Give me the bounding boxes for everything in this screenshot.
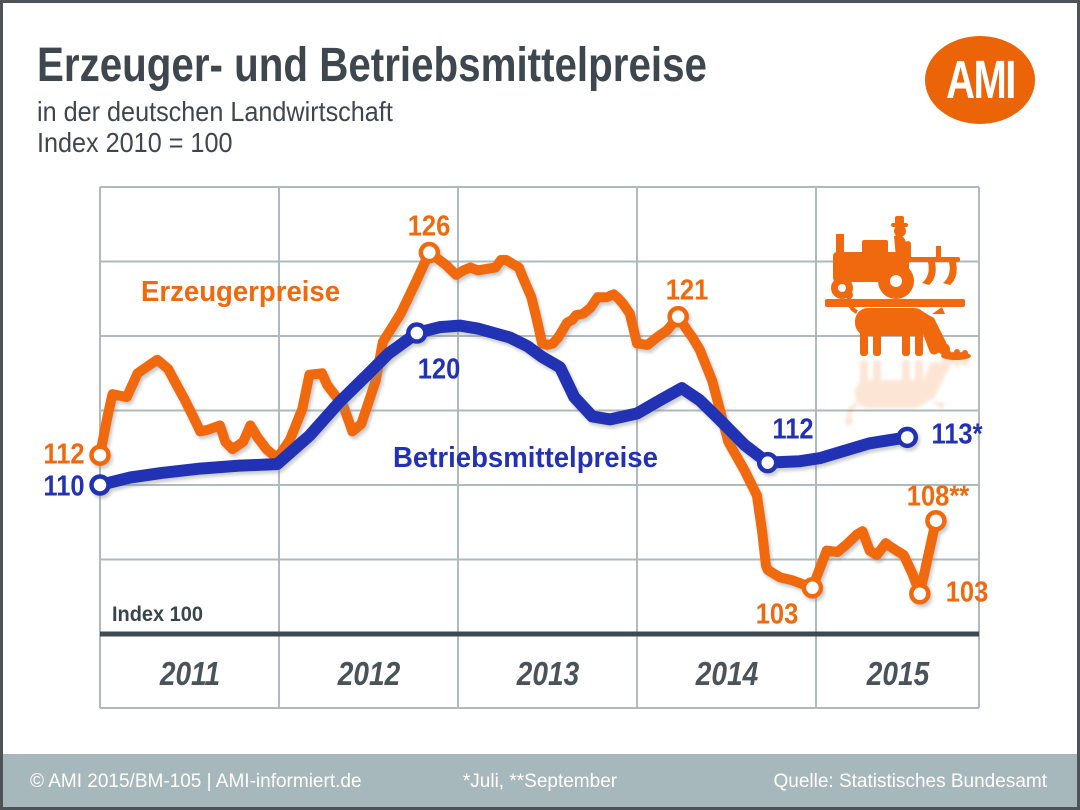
line-erzeugerpreise	[89, 241, 947, 605]
marker-erzeugerpreise-121	[667, 305, 689, 328]
marker-betriebsmittelpreise-120	[406, 322, 428, 344]
marker-erzeugerpreise-103	[909, 583, 931, 605]
farm-icon	[825, 216, 973, 427]
x-tick-2014: 2014	[695, 655, 758, 692]
cow-reflection	[843, 354, 973, 427]
marker-erzeugerpreise-108**	[925, 510, 947, 532]
footer-source: Quelle: Statistisches Bundesamt	[773, 771, 1047, 792]
chart-grid	[99, 186, 980, 709]
footer-bar: © AMI 2015/BM-105 | AMI-informiert.de *J…	[0, 754, 1080, 810]
ground-bar	[825, 299, 965, 307]
page-subtitle-1: in der deutschen Landwirtschaft	[37, 96, 393, 127]
marker-erzeugerpreise-103	[801, 577, 824, 599]
ami-logo: AMI	[925, 36, 1035, 124]
series-label-betriebsmittelpreise: Betriebsmittelpreise	[393, 442, 658, 474]
line-betriebsmittelpreise	[89, 319, 919, 496]
marker-betriebsmittelpreise-113*	[896, 426, 919, 449]
x-tick-2011: 2011	[159, 655, 220, 692]
marker-erzeugerpreise-112	[89, 444, 111, 466]
footer-copyright: © AMI 2015/BM-105 | AMI-informiert.de	[30, 771, 362, 792]
baseline-label: Index 100	[112, 603, 203, 626]
x-tick-2012: 2012	[337, 655, 400, 692]
footer-footnote: *Juli, **September	[462, 771, 618, 792]
series-label-erzeugerpreise: Erzeugerpreise	[141, 276, 341, 308]
page-title: Erzeuger- und Betriebsmittelpreise	[37, 39, 707, 92]
page-subtitle-2: Index 2010 = 100	[37, 127, 233, 158]
ami-logo-text: AMI	[945, 50, 1016, 110]
chart-series	[89, 241, 947, 605]
tractor-farmer-icon	[831, 216, 960, 299]
marker-betriebsmittelpreise-112	[756, 451, 779, 474]
x-tick-2013: 2013	[516, 655, 579, 692]
marker-erzeugerpreise-126	[418, 241, 441, 264]
marker-betriebsmittelpreise-110	[89, 474, 111, 496]
cow-icon	[845, 291, 971, 360]
x-tick-2015: 2015	[866, 655, 929, 692]
